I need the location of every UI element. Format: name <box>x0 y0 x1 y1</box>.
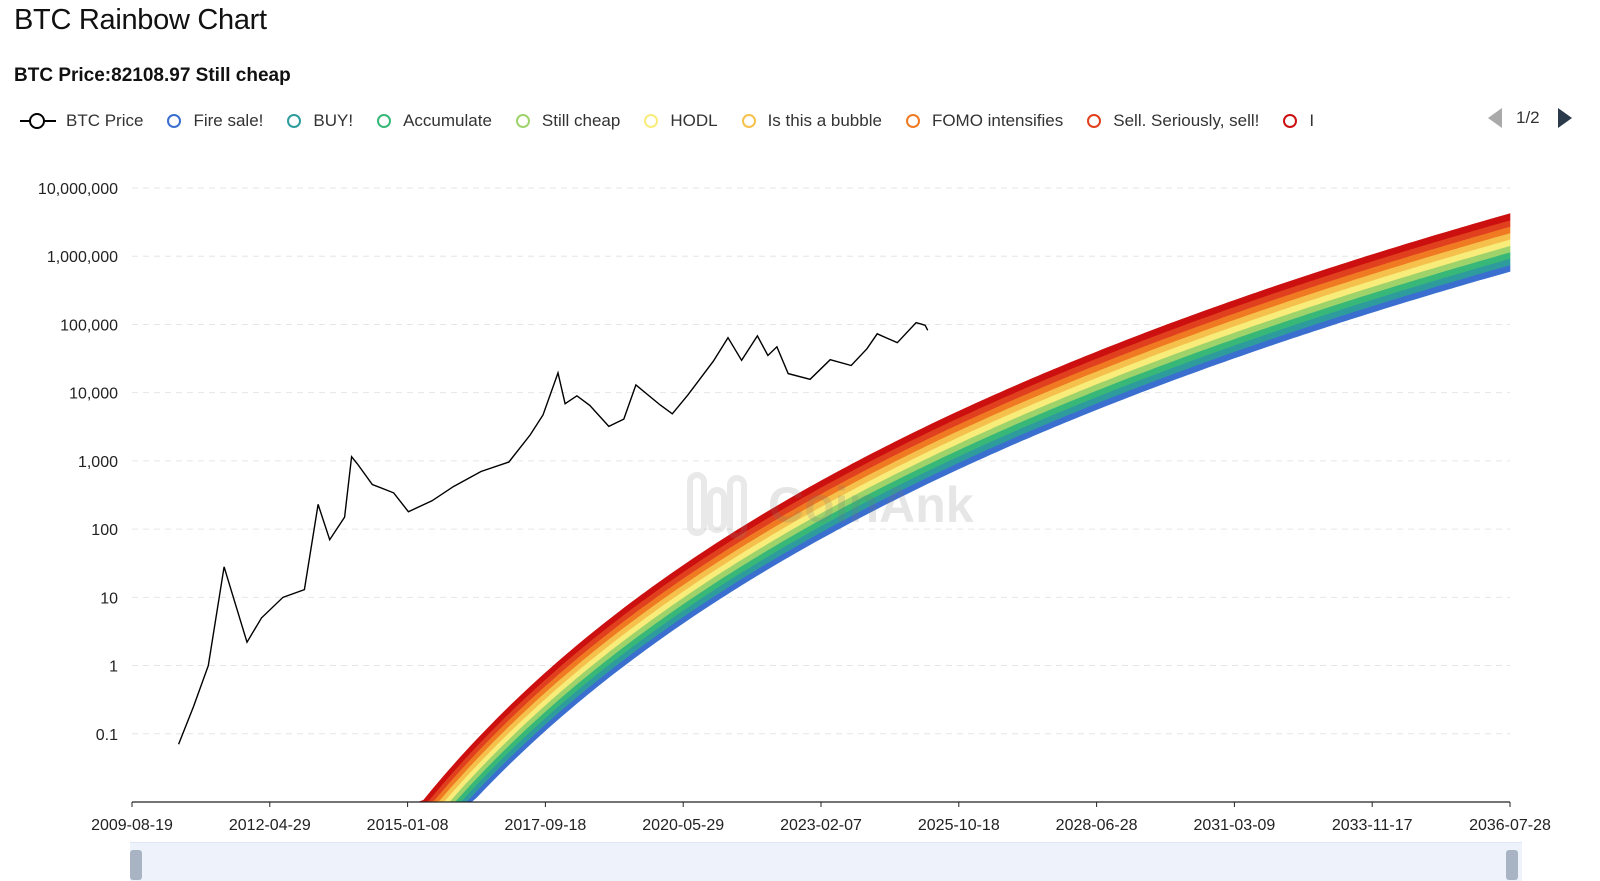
chart-legend: BTC Price Fire sale! BUY! Accumulate Sti… <box>20 108 1600 134</box>
grid-lines <box>132 187 1510 735</box>
y-tick-label: 0.1 <box>96 727 118 744</box>
legend-item-hodl[interactable]: HODL <box>644 111 718 131</box>
legend-label: BTC Price <box>66 111 144 130</box>
y-tick-label: 10,000,000 <box>38 181 118 198</box>
chevron-right-icon[interactable] <box>1557 108 1572 128</box>
rainbow-bands <box>132 213 1511 803</box>
watermark-text: CoinAnk <box>768 477 974 533</box>
y-tick-label: 100 <box>91 522 118 539</box>
legend-label: Still cheap <box>541 111 621 130</box>
zoom-slider-track[interactable] <box>130 842 1522 881</box>
circle-icon <box>1283 114 1298 128</box>
y-axis: 0.1 1 10 100 1,000 10,000 100,000 1,000,000 10,0… <box>38 181 118 744</box>
circle-icon <box>741 114 756 128</box>
legend-label: BUY! <box>313 111 354 130</box>
x-axis: 2009-08-19 2012-04-29 2015-01-08 2017-09-18… <box>91 802 1551 834</box>
x-tick-label: 2020-05-29 <box>642 817 724 834</box>
legend-label: Fire sale! <box>193 111 264 130</box>
y-tick-label: 10,000 <box>69 386 118 403</box>
circle-icon <box>287 114 302 128</box>
y-tick-label: 1,000,000 <box>47 249 118 266</box>
x-tick-label: 2025-10-18 <box>918 817 1000 834</box>
legend-label: FOMO intensifies <box>931 111 1064 130</box>
legend-item-fomo[interactable]: FOMO intensifies <box>905 111 1064 131</box>
circle-icon <box>905 114 920 128</box>
legend-item-accumulate[interactable]: Accumulate <box>377 111 492 131</box>
legend-label: Accumulate <box>403 111 492 130</box>
rainbow-band-1 <box>132 264 1511 803</box>
coinank-watermark: CoinAnk <box>687 472 974 539</box>
circle-icon <box>167 114 182 128</box>
legend-label: HODL <box>670 111 718 130</box>
legend-overflow-mask <box>1458 104 1482 138</box>
x-tick-label: 2033-11-17 <box>1332 817 1413 834</box>
legend-item-buy[interactable]: BUY! <box>287 111 353 131</box>
y-tick-label: 1,000 <box>78 454 118 471</box>
y-tick-label: 1 <box>109 659 118 676</box>
coinank-logo-icon <box>687 472 747 539</box>
x-tick-label: 2036-07-28 <box>1469 817 1551 834</box>
rainbow-band-9 <box>132 213 1511 803</box>
x-tick-label: 2015-01-08 <box>367 817 449 834</box>
legend-label: Is this a bubble <box>767 111 882 130</box>
legend-pager: 1/2 <box>1488 108 1572 128</box>
x-tick-label: 2017-09-18 <box>504 817 586 834</box>
line-marker-icon <box>20 111 56 131</box>
circle-icon <box>377 114 392 128</box>
legend-label: I <box>1309 111 1315 130</box>
circle-icon <box>644 114 659 128</box>
y-tick-label: 10 <box>100 590 118 607</box>
circle-icon <box>515 114 530 128</box>
x-tick-label: 2028-06-28 <box>1056 817 1138 834</box>
legend-item-still-cheap[interactable]: Still cheap <box>515 111 621 131</box>
legend-item-max-bubble[interactable]: I <box>1283 111 1314 131</box>
y-tick-label: 100,000 <box>60 317 118 334</box>
zoom-handle-start[interactable] <box>130 850 142 880</box>
zoom-handle-end[interactable] <box>1506 850 1518 880</box>
btc-price-series-line <box>177 321 929 745</box>
chevron-left-icon[interactable] <box>1488 108 1502 128</box>
x-tick-label: 2031-03-09 <box>1193 817 1275 834</box>
btc-price-status: BTC Price:82108.97 Still cheap <box>14 65 291 86</box>
legend-item-fire-sale[interactable]: Fire sale! <box>167 111 263 131</box>
x-tick-label: 2009-08-19 <box>91 817 173 834</box>
legend-item-sell[interactable]: Sell. Seriously, sell! <box>1087 111 1259 131</box>
legend-page-indicator: 1/2 <box>1516 108 1540 127</box>
rainbow-chart[interactable]: CoinAnk 0.1 1 10 100 1,000 10,000 100,000 1,000… <box>0 150 1600 840</box>
legend-label: Sell. Seriously, sell! <box>1113 111 1260 130</box>
x-tick-label: 2023-02-07 <box>780 817 862 834</box>
page-title: BTC Rainbow Chart <box>14 4 267 36</box>
legend-item-btc-price[interactable]: BTC Price <box>20 111 143 131</box>
circle-icon <box>1087 114 1102 128</box>
legend-item-bubble[interactable]: Is this a bubble <box>741 111 882 131</box>
x-tick-label: 2012-04-29 <box>229 817 311 834</box>
